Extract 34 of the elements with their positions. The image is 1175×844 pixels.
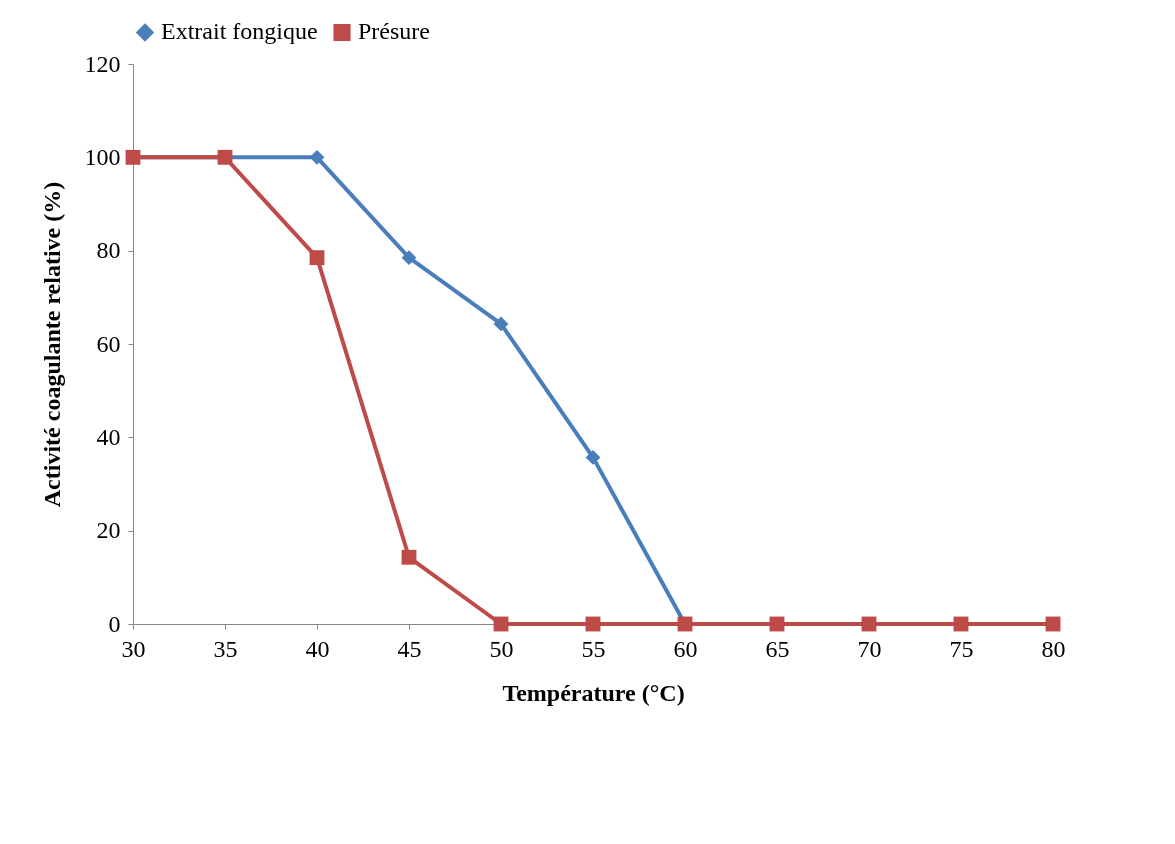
x-tick-label: 45 bbox=[397, 635, 422, 662]
x-tick-label: 70 bbox=[857, 635, 882, 662]
y-axis-title: Activité coagulante relative (%) bbox=[38, 181, 65, 508]
point bbox=[401, 549, 417, 565]
point bbox=[861, 616, 877, 632]
y-tick-label: 100 bbox=[84, 143, 121, 170]
legend-label: Présure bbox=[358, 18, 430, 45]
y-tick-label: 120 bbox=[84, 50, 121, 77]
x-tick-label: 75 bbox=[949, 635, 974, 662]
x-tick-label: 40 bbox=[305, 635, 330, 662]
y-tick-label: 0 bbox=[108, 610, 121, 637]
x-tick-label: 60 bbox=[673, 635, 698, 662]
x-tick-label: 65 bbox=[765, 635, 790, 662]
point bbox=[401, 250, 417, 266]
y-tick-label: 40 bbox=[96, 423, 121, 450]
point bbox=[585, 616, 601, 632]
y-tick-label: 20 bbox=[96, 517, 121, 544]
point bbox=[309, 149, 325, 165]
y-tick-label: 60 bbox=[96, 330, 121, 357]
x-tick-label: 30 bbox=[121, 635, 146, 662]
x-tick-label: 35 bbox=[213, 635, 238, 662]
x-tick-label: 80 bbox=[1041, 635, 1066, 662]
point bbox=[493, 316, 509, 332]
point bbox=[585, 449, 601, 465]
point bbox=[1045, 616, 1061, 632]
x-axis-title: Température (°C) bbox=[502, 679, 685, 706]
legend-label: Extrait fongique bbox=[161, 18, 318, 45]
point bbox=[769, 616, 785, 632]
point bbox=[309, 250, 325, 266]
x-tick-label: 55 bbox=[581, 635, 606, 662]
point bbox=[493, 616, 509, 632]
point bbox=[953, 616, 969, 632]
y-tick-label: 80 bbox=[96, 237, 121, 264]
x-tick-label: 50 bbox=[489, 635, 514, 662]
